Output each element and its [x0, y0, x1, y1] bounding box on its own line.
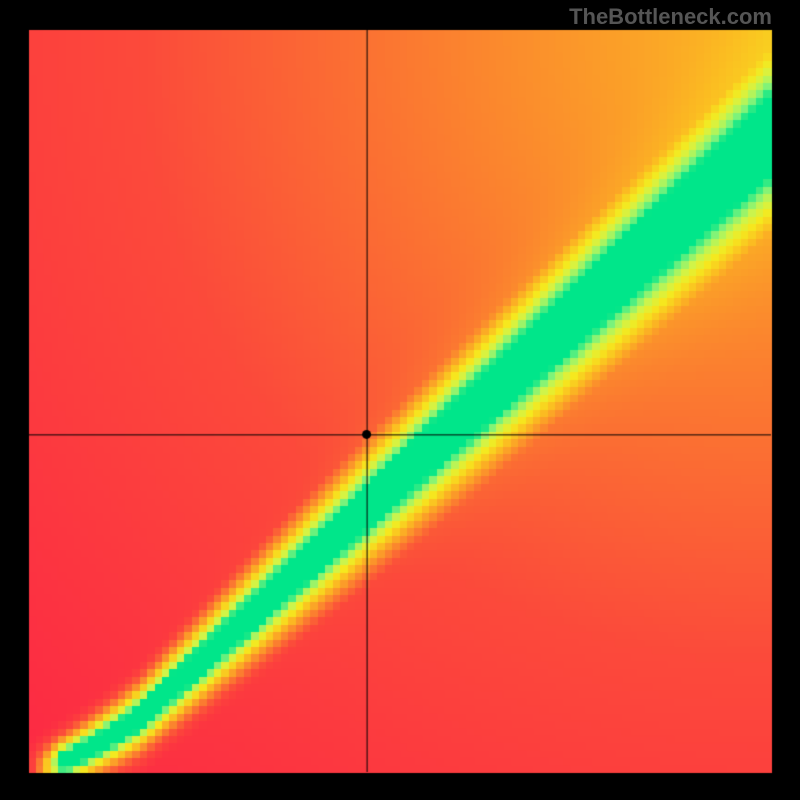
watermark-text: TheBottleneck.com: [569, 4, 772, 30]
chart-container: TheBottleneck.com: [0, 0, 800, 800]
heatmap-canvas: [0, 0, 800, 800]
